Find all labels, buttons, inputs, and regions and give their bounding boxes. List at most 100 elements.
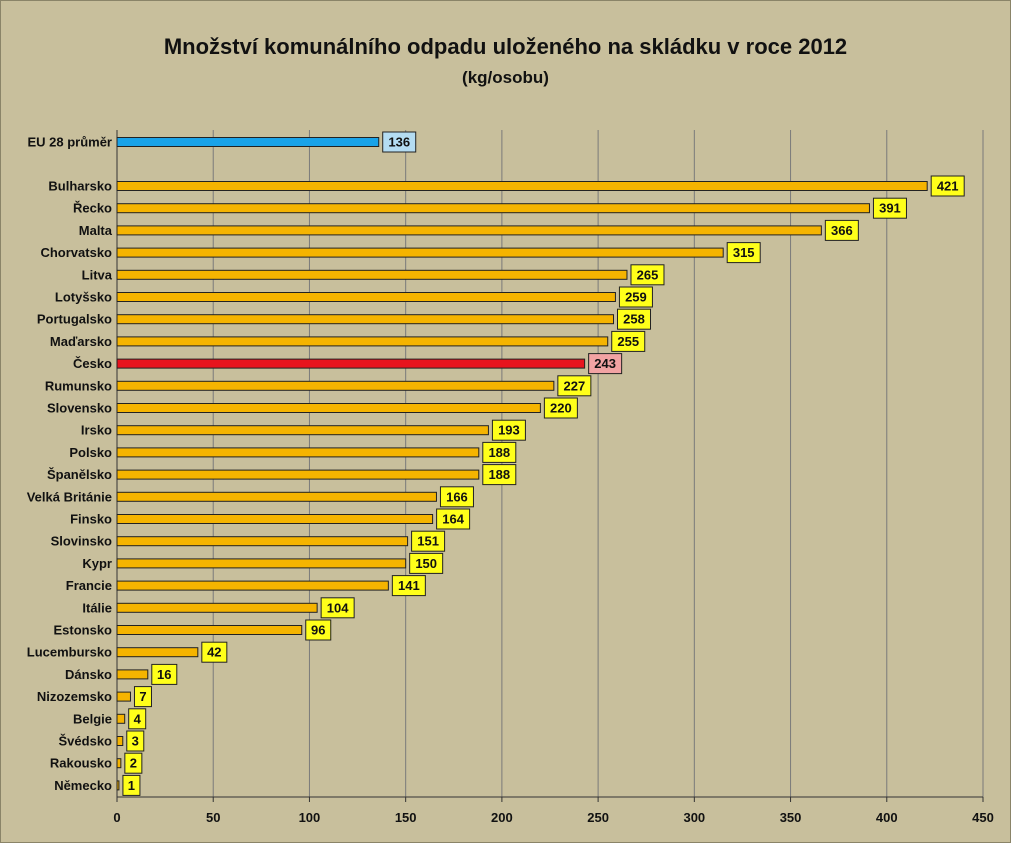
- bar: [116, 514, 434, 524]
- data-label: 265: [637, 267, 659, 282]
- data-label-box: [930, 175, 965, 197]
- bar: [116, 269, 628, 280]
- data-label: 166: [446, 489, 468, 504]
- data-label: 3: [132, 734, 139, 749]
- data-label-box: [630, 264, 665, 286]
- x-tick-label: 300: [683, 810, 705, 825]
- bar: [116, 780, 120, 791]
- data-label-box: [588, 353, 623, 375]
- chart-subtitle: (kg/osobu): [462, 68, 549, 87]
- x-tick-label: 200: [491, 810, 513, 825]
- bar: [116, 225, 822, 236]
- bar: [116, 358, 586, 369]
- data-label: 42: [207, 645, 221, 660]
- category-label: Slovinsko: [51, 534, 112, 549]
- data-label: 220: [550, 401, 572, 416]
- data-label-box: [126, 730, 145, 752]
- data-label: 16: [157, 667, 171, 682]
- bar: [116, 203, 870, 214]
- data-label-box: [439, 486, 474, 508]
- category-label: Slovensko: [47, 401, 112, 416]
- bar: [116, 181, 928, 191]
- category-label: Rakousko: [50, 756, 112, 771]
- data-label-box: [122, 774, 141, 796]
- category-label: Řecko: [73, 201, 112, 216]
- data-label: 1: [128, 778, 135, 793]
- data-label-box: [133, 686, 152, 708]
- bar: [116, 602, 318, 613]
- data-label: 258: [623, 312, 645, 327]
- category-label: Portugalsko: [37, 312, 112, 327]
- x-tick-label: 250: [587, 810, 609, 825]
- x-tick-label: 100: [299, 810, 321, 825]
- data-label: 255: [617, 334, 639, 349]
- data-label-box: [482, 441, 517, 463]
- category-label: Chorvatsko: [40, 245, 112, 260]
- data-label-box: [409, 552, 444, 574]
- data-label: 141: [398, 578, 420, 593]
- data-label-box: [320, 597, 355, 619]
- data-label: 193: [498, 423, 520, 438]
- category-label: Švédsko: [59, 734, 113, 749]
- data-label: 96: [311, 623, 325, 638]
- data-label: 227: [563, 378, 585, 393]
- bar: [116, 336, 609, 347]
- category-label: Litva: [82, 267, 113, 282]
- category-label: Lucembursko: [27, 645, 112, 660]
- data-label: 7: [139, 689, 146, 704]
- category-label: Polsko: [69, 445, 112, 460]
- data-label: 104: [327, 600, 349, 615]
- bar: [116, 713, 126, 724]
- x-tick-label: 50: [206, 810, 220, 825]
- data-label-box: [872, 197, 907, 219]
- category-label: Irsko: [81, 423, 112, 438]
- data-label: 243: [594, 356, 616, 371]
- x-tick-label: 150: [395, 810, 417, 825]
- bar: [116, 292, 616, 302]
- data-label: 315: [733, 245, 755, 260]
- bar: [116, 469, 480, 480]
- bar: [116, 758, 122, 769]
- data-label-box: [411, 530, 446, 552]
- data-label: 136: [388, 135, 410, 150]
- data-label: 151: [417, 534, 439, 549]
- bar: [116, 491, 437, 502]
- data-label: 150: [415, 556, 437, 571]
- data-label-box: [124, 752, 143, 774]
- data-label-box: [128, 708, 147, 730]
- bar: [116, 625, 303, 635]
- data-label: 188: [488, 445, 510, 460]
- category-label: Česko: [73, 356, 112, 371]
- category-label: Itálie: [82, 600, 112, 615]
- bar: [116, 691, 131, 702]
- category-label: Bulharsko: [48, 179, 112, 194]
- data-label-box: [618, 286, 653, 308]
- data-label-box: [617, 308, 652, 330]
- bar: [116, 403, 541, 413]
- plot-area: [117, 130, 983, 797]
- data-label-box: [436, 508, 471, 530]
- category-label: Finsko: [70, 512, 112, 527]
- category-label: Malta: [79, 223, 113, 238]
- data-label: 391: [879, 201, 901, 216]
- category-label: Belgie: [73, 711, 112, 726]
- category-label: EU 28 průměr: [27, 135, 112, 150]
- bar: [116, 558, 407, 569]
- data-label: 188: [488, 467, 510, 482]
- bar: [116, 314, 615, 325]
- category-label: Dánsko: [65, 667, 112, 682]
- category-label: Francie: [66, 578, 112, 593]
- data-label: 421: [937, 179, 959, 194]
- data-label: 259: [625, 290, 647, 305]
- category-label: Maďarsko: [50, 334, 112, 349]
- category-label: Estonsko: [53, 623, 112, 638]
- data-label-box: [305, 619, 332, 641]
- category-label: Lotyšsko: [55, 290, 112, 305]
- bar: [116, 247, 724, 258]
- data-label: 164: [442, 512, 464, 527]
- category-label: Německo: [54, 778, 112, 793]
- bar: [116, 425, 489, 436]
- bar: [116, 380, 555, 391]
- data-label-box: [611, 330, 646, 352]
- data-label-box: [482, 464, 517, 486]
